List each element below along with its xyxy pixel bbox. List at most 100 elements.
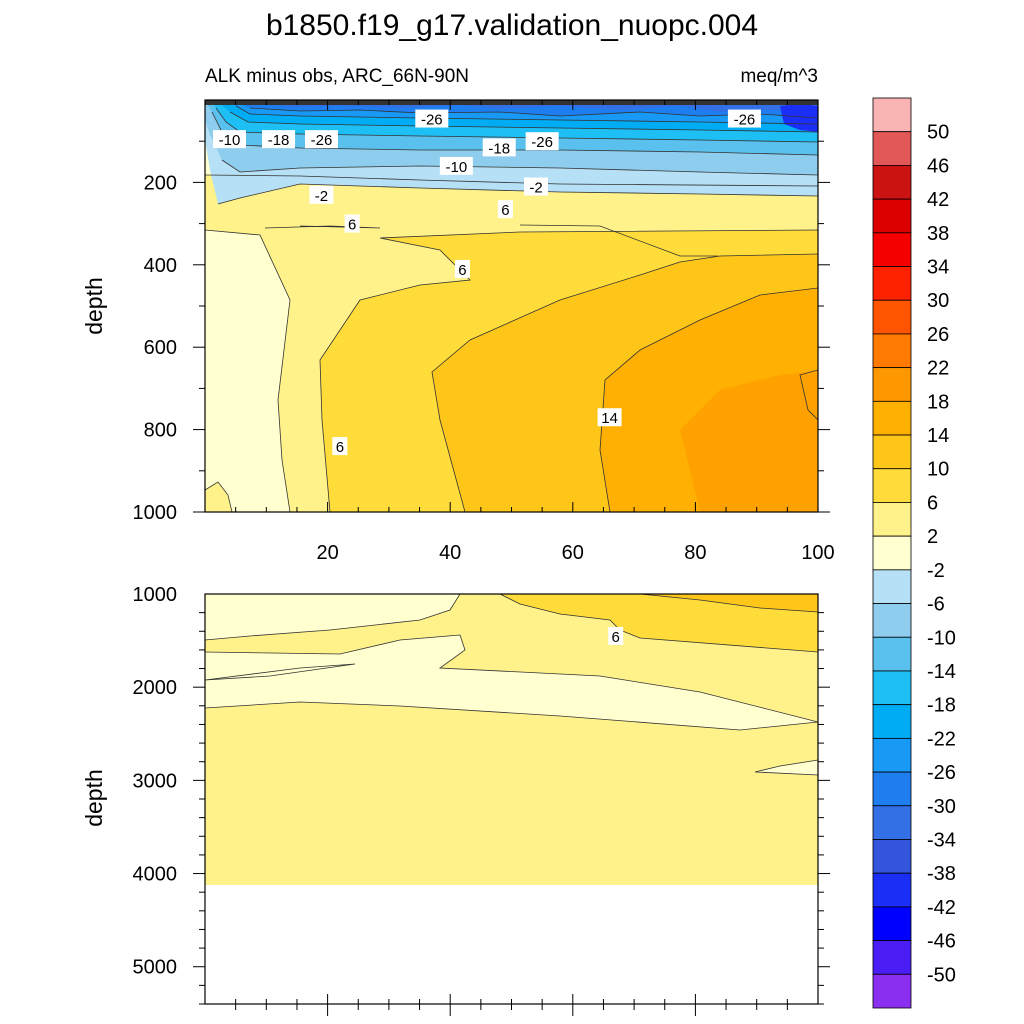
colorbar-swatch xyxy=(872,299,912,335)
colorbar-swatch xyxy=(872,232,912,267)
colorbar-swatch xyxy=(872,569,912,604)
contour-label: -26 xyxy=(525,132,559,151)
contour-label-text: -10 xyxy=(219,132,241,149)
colorbar-label: -38 xyxy=(927,863,956,885)
contour-label-text: -2 xyxy=(315,188,328,205)
colorbar-swatch xyxy=(872,535,912,571)
colorbar-swatch xyxy=(872,636,912,672)
contour-label: -18 xyxy=(482,138,516,157)
contour-label-text: 6 xyxy=(458,262,466,279)
x-tick-label: 60 xyxy=(562,542,584,564)
contour-label-text: -18 xyxy=(488,140,510,157)
chart-title: b1850.f19_g17.validation_nuopc.004 xyxy=(266,9,758,42)
colorbar-swatch xyxy=(872,973,912,1009)
contour-label-text: 14 xyxy=(601,410,618,427)
contour-label-text: 6 xyxy=(501,202,509,219)
colorbar-label: 38 xyxy=(927,223,949,245)
colorbar-swatch xyxy=(872,131,912,166)
colorbar-swatch xyxy=(872,670,912,706)
contour-label: -26 xyxy=(415,109,449,129)
y-tick-label: 5000 xyxy=(133,957,178,979)
contour-label-text: -10 xyxy=(445,159,467,176)
colorbar-label: 34 xyxy=(927,257,949,279)
colorbar: 50 46 42 38 34 30 26 22 18 14 10 6 2 -2 -6 -10 -14 -18 -22… xyxy=(872,97,956,1009)
colorbar-swatch xyxy=(872,771,912,807)
colorbar-label: 14 xyxy=(927,425,949,447)
contour-label-text: -26 xyxy=(421,112,443,129)
contour-label: 6 xyxy=(497,200,513,219)
colorbar-label: -10 xyxy=(927,627,956,649)
contour-label: 14 xyxy=(597,408,622,427)
contour-label: 6 xyxy=(332,437,348,456)
contour-label-text: 6 xyxy=(612,629,620,646)
colorbar-swatch xyxy=(872,906,912,941)
contour-label-text: -2 xyxy=(529,180,542,197)
colorbar-label: -2 xyxy=(927,560,945,582)
upper-fill-18-22 xyxy=(680,370,818,512)
colorbar-swatch xyxy=(872,165,912,200)
y-tick-label: 200 xyxy=(144,172,177,194)
lower-axis-ticks: 1000 2000 3000 4000 5000 xyxy=(133,584,830,1016)
x-tick-label: 40 xyxy=(439,542,461,564)
y-tick-label: 2000 xyxy=(133,677,178,699)
contour-label: 6 xyxy=(608,626,624,646)
colorbar-label: -34 xyxy=(927,829,956,851)
contour-label: 6 xyxy=(454,259,470,279)
colorbar-swatch xyxy=(872,502,912,537)
colorbar-swatch xyxy=(872,97,912,133)
lower-fill-lightest-3 xyxy=(755,760,818,775)
colorbar-label: 42 xyxy=(927,189,949,211)
colorbar-label: 22 xyxy=(927,358,949,380)
subtitle-left: ALK minus obs, ARC_66N-90N xyxy=(205,66,469,87)
colorbar-label: -22 xyxy=(927,728,956,750)
colorbar-label: 2 xyxy=(927,526,938,548)
contour-label: -18 xyxy=(262,130,296,149)
colorbar-label: 50 xyxy=(927,122,949,144)
colorbar-label: 46 xyxy=(927,155,949,177)
colorbar-swatch xyxy=(872,839,912,874)
contour-label: -10 xyxy=(439,156,473,176)
upper-fill-neg38 xyxy=(780,104,818,132)
colorbar-swatch xyxy=(872,333,912,369)
x-tick-label: 80 xyxy=(684,542,706,564)
lower-contour-lines xyxy=(205,594,818,776)
contour-label: -2 xyxy=(309,185,334,205)
colorbar-swatch xyxy=(872,367,912,402)
colorbar-swatch xyxy=(872,737,912,773)
colorbar-swatch xyxy=(872,434,912,470)
lower-contour-labels: 6 xyxy=(608,626,624,646)
colorbar-label: 6 xyxy=(927,492,938,514)
lower-fill-lightest-2 xyxy=(205,635,818,730)
subtitle-right: meq/m^3 xyxy=(740,66,818,87)
colorbar-swatch xyxy=(872,603,912,638)
colorbar-swatch xyxy=(872,940,912,975)
colorbar-label: 18 xyxy=(927,391,949,413)
lower-fill-10-14 xyxy=(640,594,818,612)
x-tick-label: 100 xyxy=(801,542,834,564)
contour-label-text: -26 xyxy=(311,132,333,149)
colorbar-swatch xyxy=(872,266,912,301)
y-tick-label: 1000 xyxy=(133,502,178,524)
contour-label-text: -18 xyxy=(268,132,290,149)
colorbar-label: -18 xyxy=(927,695,956,717)
y-tick-label: 400 xyxy=(144,255,177,277)
colorbar-label: -46 xyxy=(927,931,956,953)
colorbar-label: -26 xyxy=(927,762,956,784)
contour-label: -2 xyxy=(524,177,549,197)
x-tick-label: 20 xyxy=(316,542,338,564)
upper-fill-2-6-corner xyxy=(205,482,232,512)
y-tick-label: 4000 xyxy=(133,864,178,886)
colorbar-swatch xyxy=(872,805,912,840)
colorbar-swatch xyxy=(872,400,912,436)
contour-label: -26 xyxy=(727,109,761,129)
colorbar-label: 26 xyxy=(927,324,949,346)
colorbar-label: 10 xyxy=(927,459,949,481)
contour-label-text: 6 xyxy=(336,439,344,456)
y-tick-label: 600 xyxy=(144,337,177,359)
lower-fill-lightest xyxy=(205,594,460,640)
lower-panel xyxy=(205,594,818,1004)
contour-label: -10 xyxy=(213,130,247,149)
colorbar-label: -50 xyxy=(927,964,956,986)
